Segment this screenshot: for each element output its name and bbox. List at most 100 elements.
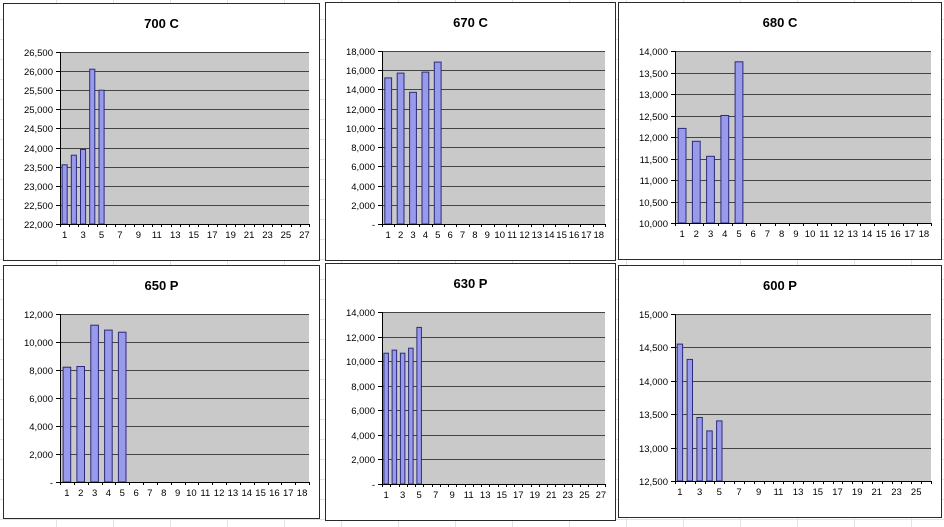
x-axis-label: 3: [708, 229, 713, 240]
y-axis-label: 15,000: [639, 310, 668, 321]
y-axis-label: 26,500: [24, 48, 53, 59]
plot-area: [60, 52, 309, 224]
x-axis-label: 23: [563, 490, 574, 501]
x-axis-label: 19: [225, 230, 236, 241]
x-axis-label: 1: [386, 230, 391, 241]
y-axis-label: 23,000: [24, 182, 53, 193]
x-axis-label: 18: [297, 488, 308, 499]
x-axis-label: 1: [679, 229, 684, 240]
y-axis-label: 16,000: [346, 66, 375, 77]
x-axis-label: 15: [556, 230, 567, 241]
x-axis-label: 15: [876, 229, 887, 240]
x-axis-label: 10: [186, 488, 197, 499]
y-axis-label: 22,500: [24, 201, 53, 212]
y-axis-label: 24,000: [24, 144, 53, 155]
y-axis-label: -: [372, 220, 375, 231]
y-axis-label: 4,000: [29, 422, 53, 433]
x-axis-label: 9: [175, 488, 180, 499]
x-axis-label: 7: [765, 229, 770, 240]
bar: [720, 115, 730, 224]
x-axis-label: 17: [581, 230, 592, 241]
x-axis-label: 5: [435, 230, 440, 241]
bar: [677, 127, 687, 224]
chart-title: 630 P: [454, 276, 488, 291]
x-axis-label: 15: [497, 490, 508, 501]
bar: [706, 155, 715, 224]
bar: [70, 154, 77, 225]
y-axis-label: 25,000: [24, 105, 53, 116]
x-axis-label: 18: [919, 229, 930, 240]
x-axis-label: 13: [793, 487, 804, 498]
x-axis-label: 14: [862, 229, 873, 240]
y-axis-label: 22,000: [24, 220, 53, 231]
x-axis-label: 16: [890, 229, 901, 240]
x-axis-label: 6: [751, 229, 756, 240]
x-axis-label: 18: [594, 230, 605, 241]
chart-svg: - 2,000 4,000 6,000 8,000 10,000 12,000 14,000 1…: [346, 276, 607, 501]
y-axis-label: 4,000: [351, 431, 375, 442]
chart-title: 650 P: [145, 278, 179, 293]
x-axis-label: 9: [756, 487, 761, 498]
bar: [396, 72, 405, 225]
y-axis-label: 2,000: [29, 450, 53, 461]
x-axis-label: 4: [423, 230, 428, 241]
chart-700c[interactable]: 22,000 22,500 23,000 23,500 24,000 24,500 25,0…: [3, 3, 320, 261]
x-axis-label: 6: [133, 488, 138, 499]
x-axis-label: 11: [464, 490, 474, 501]
y-axis-label: 6,000: [351, 162, 375, 173]
chart-svg: 22,000 22,500 23,000 23,500 24,000 24,500 25,0…: [24, 16, 310, 241]
x-axis-label: 12: [519, 230, 530, 241]
x-axis-label: 25: [579, 490, 590, 501]
x-axis-label: 21: [872, 487, 883, 498]
x-axis-label: 1: [383, 490, 388, 501]
bar: [384, 77, 393, 225]
chart-650p[interactable]: -2,000 4,000 6,000 8,000 10,000 12,000 1 2 3 4 5 6 7…: [3, 265, 320, 519]
x-axis-label: 25: [281, 230, 292, 241]
bar: [433, 61, 442, 225]
x-axis-label: 23: [262, 230, 273, 241]
bar: [734, 61, 744, 224]
x-axis-label: 9: [450, 490, 455, 501]
y-axis-label: 2,000: [351, 201, 375, 212]
chart-630p[interactable]: - 2,000 4,000 6,000 8,000 10,000 12,000 14,000 1…: [325, 263, 616, 521]
bar: [696, 417, 703, 482]
bar: [691, 140, 701, 224]
y-axis-label: 13,000: [639, 444, 668, 455]
y-axis-label: 10,000: [24, 338, 53, 349]
bar: [706, 430, 713, 482]
x-axis-label: 13: [480, 490, 491, 501]
bar: [383, 352, 389, 485]
x-axis-label: 16: [569, 230, 580, 241]
x-axis-label: 27: [596, 490, 607, 501]
y-axis-label: 13,500: [639, 410, 668, 421]
bar: [408, 347, 414, 485]
y-axis-label: 14,500: [639, 343, 668, 354]
x-axis-label: 13: [170, 230, 181, 241]
x-axis-label: 11: [152, 230, 162, 241]
x-axis-label: 11: [200, 488, 210, 499]
bar: [80, 149, 87, 225]
y-axis-label: 14,000: [639, 47, 668, 58]
y-axis-label: 10,000: [639, 219, 668, 230]
y-axis-label: 8,000: [351, 143, 375, 154]
chart-600p[interactable]: 12,500 13,000 13,500 14,000 14,500 15,000 1 3 5 7…: [618, 265, 942, 518]
chart-670c[interactable]: - 2,000 4,000 6,000 8,000 10,000 12,000 14,000 1…: [325, 2, 616, 261]
y-axis-label: 10,500: [639, 198, 668, 209]
bar: [686, 358, 693, 482]
y-axis-label: 10,000: [346, 124, 375, 135]
y-axis-label: 8,000: [29, 366, 53, 377]
y-axis-label: 12,000: [24, 310, 53, 321]
x-axis-label: 17: [904, 229, 915, 240]
x-axis-label: 12: [833, 229, 844, 240]
chart-title: 600 P: [763, 278, 797, 293]
x-axis-label: 9: [793, 229, 798, 240]
y-axis-label: 8,000: [351, 382, 375, 393]
chart-680c[interactable]: 10,000 10,500 11,000 11,500 12,000 12,500 13,0…: [618, 2, 942, 260]
x-axis-label: 14: [544, 230, 555, 241]
y-axis-label: 13,500: [639, 69, 668, 80]
x-axis-label: 8: [472, 230, 477, 241]
x-axis-label: 6: [447, 230, 452, 241]
x-axis-label: 9: [485, 230, 490, 241]
x-axis-label: 1: [64, 488, 69, 499]
x-axis-label: 5: [417, 490, 422, 501]
